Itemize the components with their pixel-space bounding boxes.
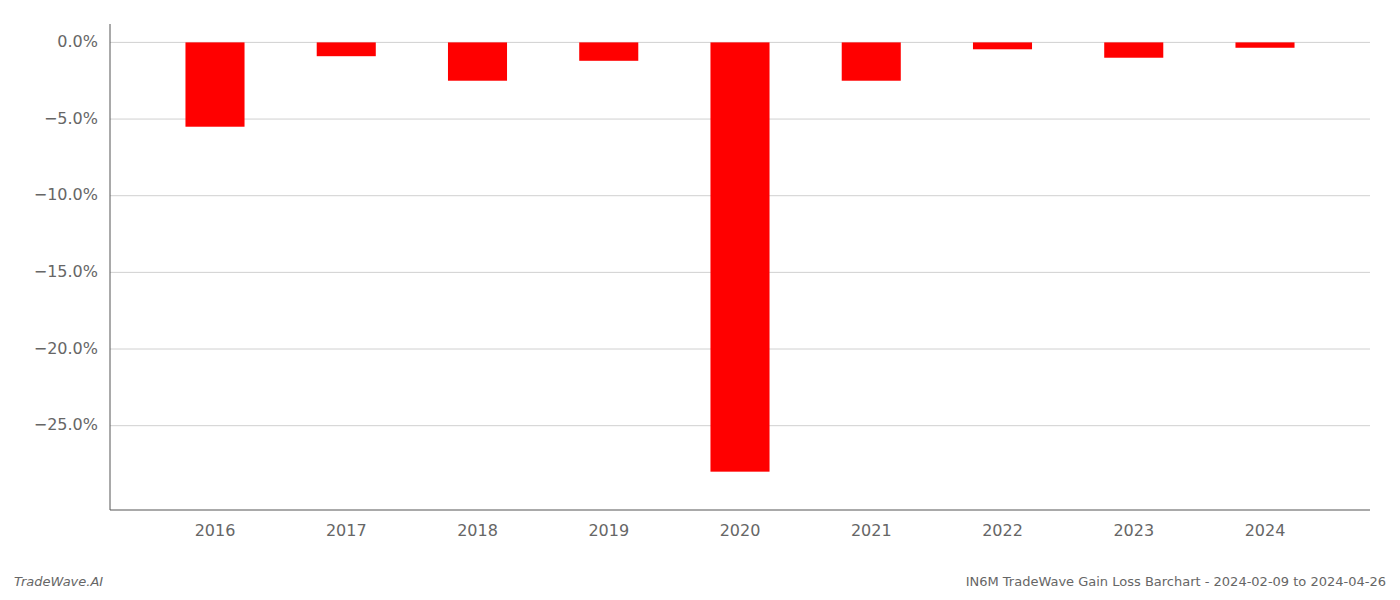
x-tick-label: 2023 <box>1113 521 1154 540</box>
x-tick-label: 2020 <box>720 521 761 540</box>
x-tick-label: 2022 <box>982 521 1023 540</box>
x-tick-label: 2024 <box>1245 521 1286 540</box>
bar <box>710 42 769 471</box>
bar <box>317 42 376 56</box>
x-tick-label: 2019 <box>588 521 629 540</box>
x-tick-label: 2021 <box>851 521 892 540</box>
bar <box>842 42 901 80</box>
bar <box>579 42 638 60</box>
y-tick-label: −15.0% <box>34 262 98 281</box>
y-tick-label: −25.0% <box>34 415 98 434</box>
chart-svg: 0.0%−5.0%−10.0%−15.0%−20.0%−25.0%2016201… <box>0 0 1400 600</box>
x-tick-labels: 2016 2017 2018 2019 2020 2021 2022 2023 2024 <box>195 521 1286 540</box>
y-tick-label: −5.0% <box>44 109 98 128</box>
bars <box>185 42 1294 471</box>
footer-left: TradeWave.AI <box>14 574 103 589</box>
y-axis-line <box>110 24 111 510</box>
bar <box>185 42 244 126</box>
footer-right: IN6M TradeWave Gain Loss Barchart - 2024… <box>966 574 1386 589</box>
bar <box>1235 42 1294 47</box>
y-tick-label: −10.0% <box>34 185 98 204</box>
y-tick-labels: 0.0% −5.0% −10.0% −15.0% −20.0% −25.0% <box>34 32 98 434</box>
x-tick-label: 2017 <box>326 521 367 540</box>
x-tick-label: 2016 <box>195 521 236 540</box>
chart-container: 0.0%−5.0%−10.0%−15.0%−20.0%−25.0%2016201… <box>0 0 1400 600</box>
bar <box>973 42 1032 49</box>
bar <box>1104 42 1163 57</box>
bar <box>448 42 507 80</box>
y-tick-label: 0.0% <box>57 32 98 51</box>
x-axis-line <box>110 510 1370 511</box>
x-tick-label: 2018 <box>457 521 498 540</box>
y-tick-label: −20.0% <box>34 339 98 358</box>
